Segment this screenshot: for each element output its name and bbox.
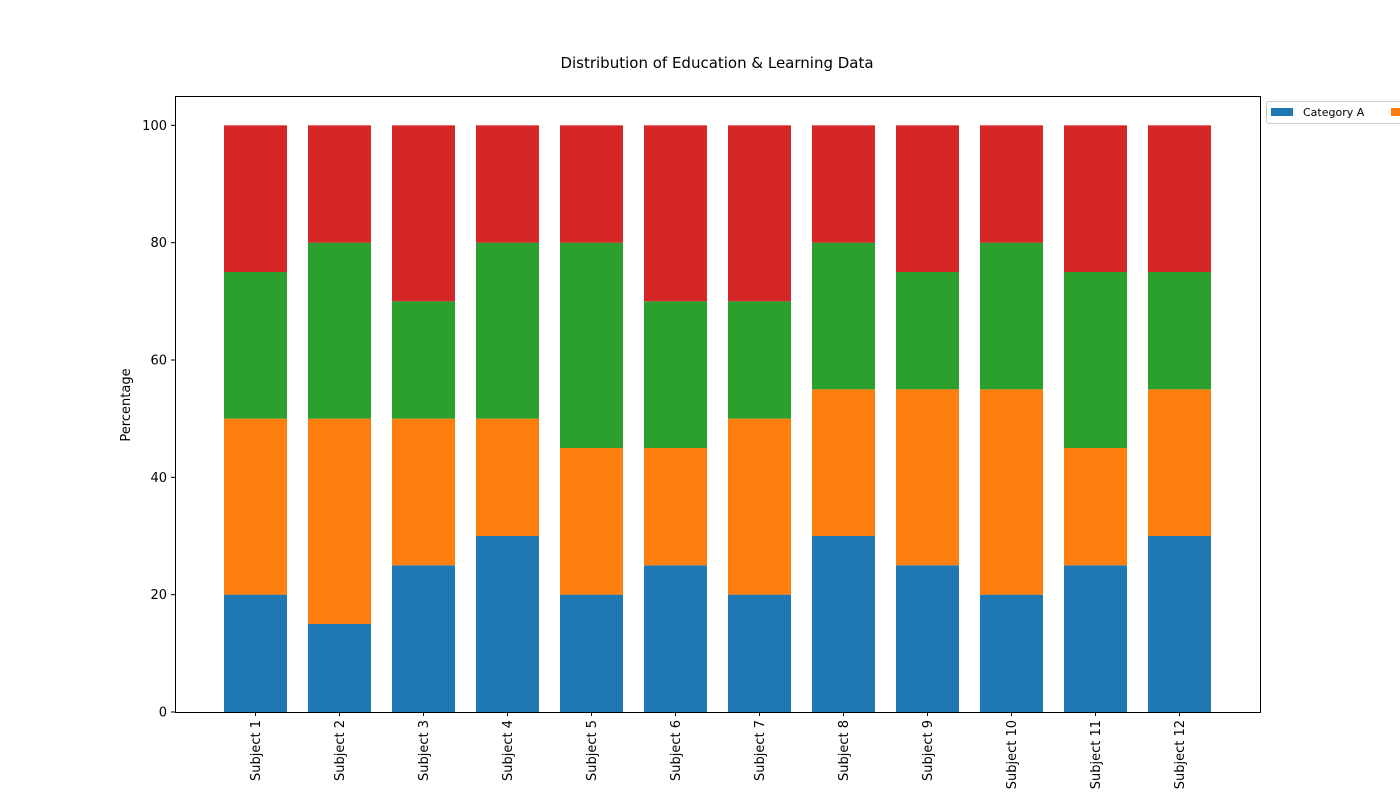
x-tick-label: Subject 8 [837, 720, 852, 781]
x-tick-label: Subject 11 [1089, 720, 1104, 789]
bar-segment-2-subject-12 [1148, 389, 1211, 536]
bar-segment-1-subject-10 [980, 594, 1043, 712]
x-tick-label: Subject 6 [669, 720, 684, 781]
y-tick-label: 40 [150, 471, 167, 486]
x-tick-label: Subject 10 [1005, 720, 1020, 789]
y-tick-label: 60 [150, 354, 167, 369]
bar-segment-4-subject-6 [644, 125, 707, 302]
legend: Category A [1266, 101, 1400, 124]
bar-segment-2-subject-2 [308, 418, 371, 624]
bar-segment-3-subject-3 [392, 301, 455, 419]
legend-swatch-1 [1271, 108, 1293, 116]
y-tick-label: 100 [142, 119, 167, 134]
bar-segment-4-subject-2 [308, 125, 371, 243]
bar-segment-2-subject-4 [476, 418, 539, 536]
x-tick-label: Subject 12 [1173, 720, 1188, 789]
bar-segment-3-subject-10 [980, 242, 1043, 390]
bar-segment-3-subject-8 [812, 242, 875, 390]
bar-segment-4-subject-3 [392, 125, 455, 302]
bar-segment-3-subject-7 [728, 301, 791, 419]
bar-segment-3-subject-9 [896, 272, 959, 390]
bars-group [224, 125, 1211, 712]
bar-segment-3-subject-4 [476, 242, 539, 419]
bar-segment-2-subject-11 [1064, 448, 1127, 566]
bar-segment-4-subject-8 [812, 125, 875, 243]
bar-segment-3-subject-6 [644, 301, 707, 448]
y-tick-label: 20 [150, 588, 167, 603]
bar-segment-1-subject-2 [308, 624, 371, 712]
bar-segment-3-subject-2 [308, 242, 371, 419]
bar-segment-4-subject-10 [980, 125, 1043, 243]
y-tick-label: 80 [150, 236, 167, 251]
bar-segment-1-subject-9 [896, 565, 959, 712]
bar-segment-2-subject-1 [224, 418, 287, 595]
bar-segment-3-subject-1 [224, 272, 287, 419]
bar-segment-1-subject-6 [644, 565, 707, 712]
bar-segment-1-subject-7 [728, 594, 791, 712]
plot-area-frame [175, 96, 1261, 713]
bar-segment-4-subject-7 [728, 125, 791, 302]
x-axis-ticks: Subject 1 Subject 2 Subject 3 Subject 4 Subj… [249, 712, 1188, 789]
bar-segment-1-subject-12 [1148, 536, 1211, 712]
bar-segment-2-subject-8 [812, 389, 875, 536]
x-tick-label: Subject 3 [417, 720, 432, 781]
bar-segment-2-subject-6 [644, 448, 707, 566]
x-tick-label: Subject 1 [249, 720, 264, 781]
legend-box [1266, 101, 1400, 124]
x-tick-label: Subject 2 [333, 720, 348, 781]
bar-segment-1-subject-5 [560, 594, 623, 712]
bar-segment-4-subject-12 [1148, 125, 1211, 272]
x-tick-label: Subject 4 [501, 720, 516, 781]
bar-segment-4-subject-5 [560, 125, 623, 243]
bar-segment-2-subject-5 [560, 448, 623, 595]
bar-segment-4-subject-4 [476, 125, 539, 243]
bar-segment-2-subject-9 [896, 389, 959, 566]
bar-segment-4-subject-1 [224, 125, 287, 272]
bar-segment-2-subject-3 [392, 418, 455, 566]
y-tick-label: 0 [159, 706, 167, 721]
bar-segment-2-subject-10 [980, 389, 1043, 595]
bar-segment-1-subject-8 [812, 536, 875, 712]
bar-segment-1-subject-4 [476, 536, 539, 712]
y-axis-label: Percentage [119, 368, 134, 441]
bar-segment-2-subject-7 [728, 418, 791, 595]
legend-label-1: Category A [1303, 106, 1365, 119]
bar-segment-3-subject-5 [560, 242, 623, 448]
legend-swatch-2 [1391, 108, 1400, 116]
x-tick-label: Subject 9 [921, 720, 936, 781]
x-tick-label: Subject 7 [753, 720, 768, 781]
bar-segment-3-subject-11 [1064, 272, 1127, 448]
bar-segment-1-subject-3 [392, 565, 455, 712]
y-axis-ticks: 0 20 40 60 80 100 [142, 119, 175, 721]
chart-title: Distribution of Education & Learning Dat… [560, 54, 873, 72]
bar-segment-4-subject-11 [1064, 125, 1127, 272]
bar-segment-1-subject-11 [1064, 565, 1127, 712]
x-tick-label: Subject 5 [585, 720, 600, 781]
bar-segment-1-subject-1 [224, 594, 287, 712]
bar-segment-3-subject-12 [1148, 272, 1211, 390]
bar-segment-4-subject-9 [896, 125, 959, 272]
